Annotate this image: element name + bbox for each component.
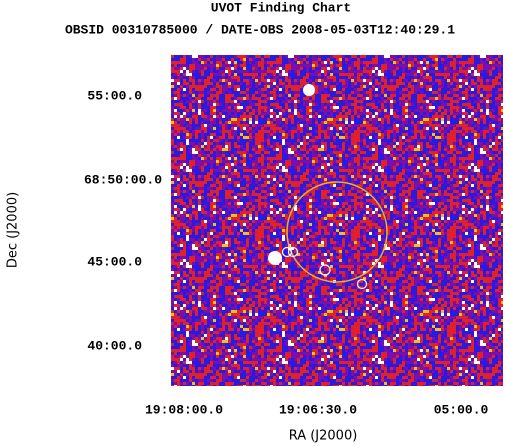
y-tick-label: 45:00.0 [87,254,142,269]
bright-star [268,251,282,265]
bright-star [303,84,315,96]
x-tick-label: 19:06:30.0 [279,402,357,417]
y-tick-label: 55:00.0 [87,88,142,103]
y-axis-label: Dec (J2000) [6,192,21,268]
x-tick-label: 19:08:00.0 [145,402,223,417]
source-marker [287,246,299,258]
source-marker [356,278,368,290]
subtitle: OBSID 00310785000 / DATE-OBS 2008-05-03T… [65,22,455,37]
y-tick-label: 40:00.0 [87,338,142,353]
x-axis-label: RA (J2000) [289,429,358,444]
source-marker [281,246,293,258]
y-tick-label: 68:50:00.0 [84,172,162,187]
source-marker [319,264,331,276]
sky-image-noise [171,55,503,386]
error-circle [286,181,388,283]
x-tick-label: 05:00.0 [434,402,489,417]
title: UVOT Finding Chart [211,0,351,15]
